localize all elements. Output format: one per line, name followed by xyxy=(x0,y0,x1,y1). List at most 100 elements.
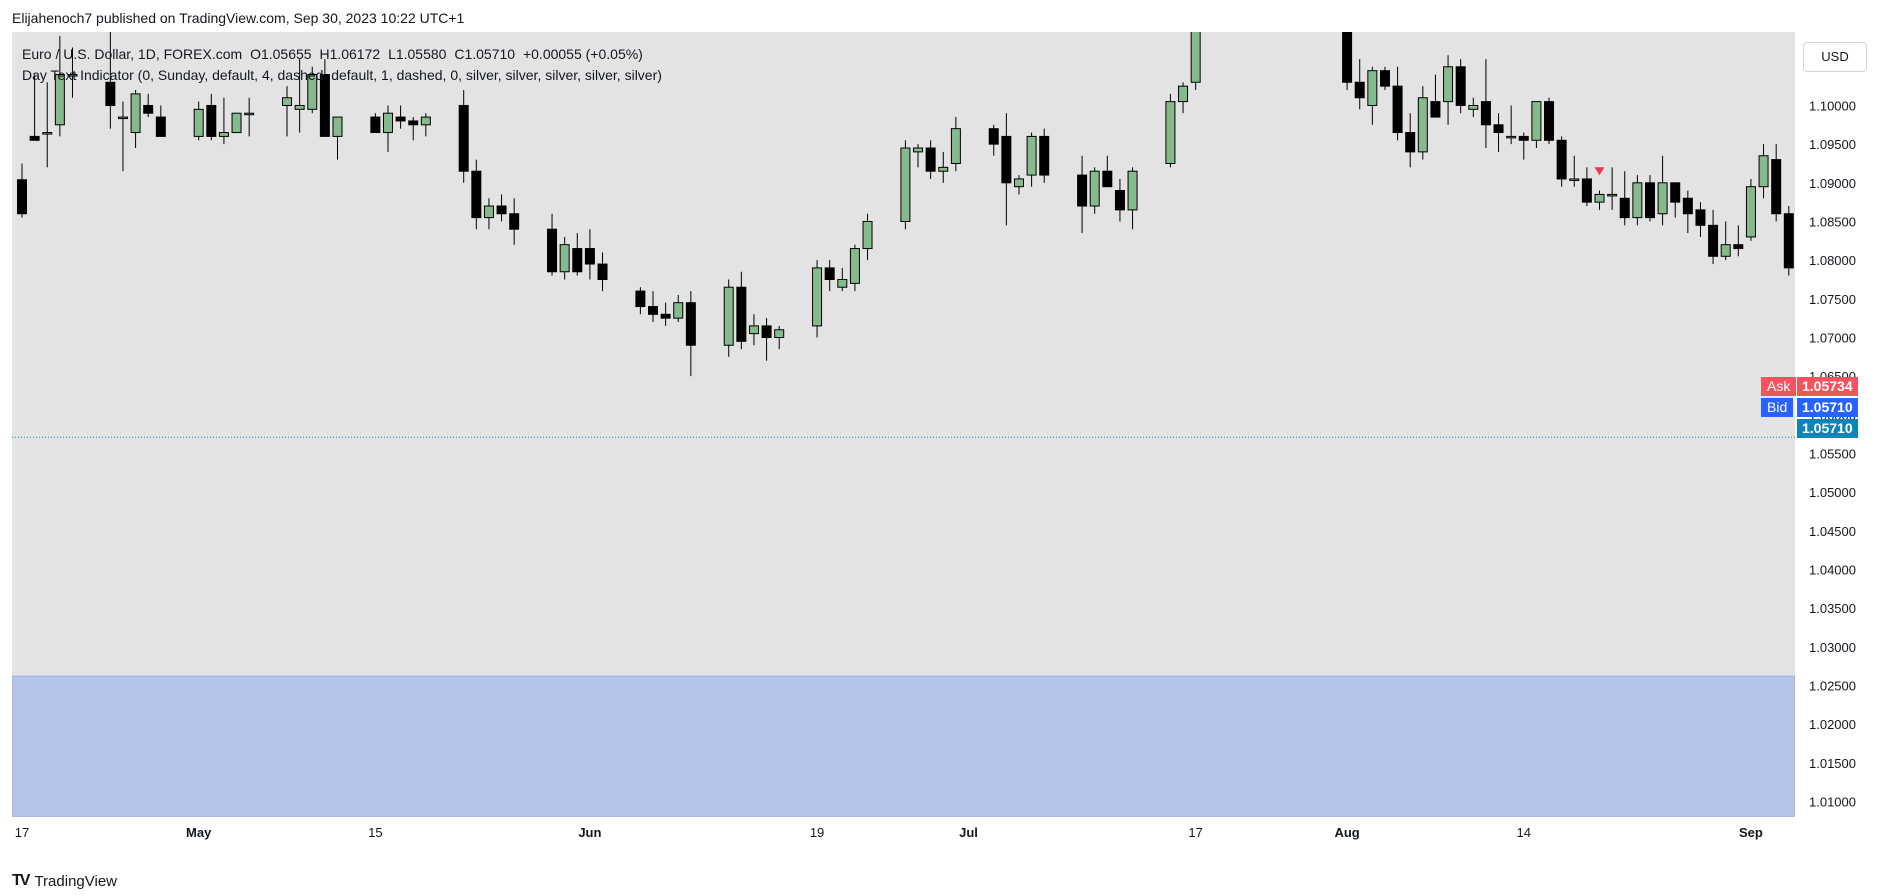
candle-body xyxy=(1178,85,1189,103)
candle xyxy=(1342,32,1353,91)
candle xyxy=(1632,175,1643,226)
candle xyxy=(849,244,860,292)
candle xyxy=(1127,167,1138,230)
candle-body xyxy=(231,112,242,134)
last-price-tag: 1.05710 xyxy=(1797,419,1858,438)
candle xyxy=(660,302,671,326)
y-tick-label: 1.07000 xyxy=(1809,330,1856,345)
candle-body xyxy=(748,325,759,335)
y-tick-label: 1.08500 xyxy=(1809,214,1856,229)
candle xyxy=(218,97,229,145)
legend-ohlc-row: Euro / U.S. Dollar, 1D, FOREX.com O1.056… xyxy=(22,44,662,65)
legend-open: O1.05655 xyxy=(250,46,312,62)
candle xyxy=(761,318,772,361)
candle xyxy=(54,35,65,137)
candle xyxy=(206,93,217,141)
candle xyxy=(812,260,823,338)
x-tick-label: Sep xyxy=(1739,825,1763,840)
candle-body xyxy=(1720,244,1731,257)
y-tick-label: 1.01500 xyxy=(1809,756,1856,771)
candle-body xyxy=(1632,182,1643,219)
candle xyxy=(496,194,507,222)
candle xyxy=(105,32,116,129)
candle xyxy=(42,82,53,168)
footer-brand[interactable]: TradingView xyxy=(34,872,117,890)
legend-symbol[interactable]: Euro / U.S. Dollar, 1D, FOREX.com xyxy=(22,46,243,62)
candle xyxy=(382,105,393,152)
candle-body xyxy=(42,132,53,135)
candle xyxy=(1102,155,1113,188)
candle-body xyxy=(105,81,116,106)
candle-body xyxy=(913,147,924,153)
candle xyxy=(319,59,330,137)
candle xyxy=(231,112,242,134)
currency-button[interactable]: USD xyxy=(1803,42,1867,72)
candle-body xyxy=(938,166,949,172)
candle-body xyxy=(774,329,785,338)
candle-body xyxy=(370,116,381,134)
candle-body xyxy=(1745,186,1756,238)
candle-body xyxy=(900,147,911,222)
candle-body xyxy=(117,116,128,120)
candle-body xyxy=(54,74,65,126)
candle xyxy=(748,314,759,346)
footer: TV TradingView xyxy=(12,872,117,890)
candle-body xyxy=(736,286,747,342)
candle-body xyxy=(420,116,431,126)
candle-body xyxy=(1733,244,1744,250)
legend-indicator[interactable]: Day Text Indicator (0, Sunday, default, … xyxy=(22,67,662,83)
candle xyxy=(584,229,595,280)
candle-body xyxy=(294,104,305,110)
candle xyxy=(307,66,318,114)
candle xyxy=(1354,59,1365,110)
candle xyxy=(509,198,520,245)
candle xyxy=(572,233,583,276)
chart-area[interactable]: 1.10000 1.09500 1.09000 1.08500 1.08000 1.075… xyxy=(12,32,1873,852)
y-tick-label: 1.01000 xyxy=(1809,795,1856,810)
tradingview-logo-icon[interactable]: TV xyxy=(12,872,31,889)
candle-body xyxy=(584,248,595,265)
candle xyxy=(1367,66,1378,125)
candle xyxy=(1405,113,1416,168)
candle-body xyxy=(685,302,696,346)
candle-body xyxy=(723,286,734,346)
candle xyxy=(1708,209,1719,265)
candle xyxy=(155,105,166,137)
legend-change: +0.00055 (+0.05%) xyxy=(522,46,643,62)
candle xyxy=(1506,105,1517,145)
candle xyxy=(1114,178,1125,222)
x-tick-label: 19 xyxy=(810,825,824,840)
candle-body xyxy=(1468,104,1479,110)
candle-body xyxy=(849,248,860,284)
candle xyxy=(193,101,204,141)
candle-body xyxy=(1480,101,1491,126)
candle xyxy=(1771,144,1782,222)
candle-body xyxy=(1077,174,1088,207)
candle-body xyxy=(1443,66,1454,103)
candle xyxy=(420,113,431,137)
y-tick-label: 1.07500 xyxy=(1809,292,1856,307)
candle-body xyxy=(496,205,507,215)
candle xyxy=(1758,144,1769,199)
publisher-line: Elijahenoch7 published on TradingView.co… xyxy=(12,10,465,26)
candle-body xyxy=(458,104,469,172)
candlestick-chart[interactable]: 1.10000 1.09500 1.09000 1.08500 1.08000 1.075… xyxy=(12,32,1873,852)
candle-body xyxy=(1392,85,1403,134)
demand-zone xyxy=(12,675,1796,818)
candle-body xyxy=(1026,135,1037,176)
candle xyxy=(1607,167,1618,210)
candle xyxy=(1531,101,1542,149)
candle xyxy=(143,93,154,118)
x-tick-label: Jun xyxy=(578,825,601,840)
y-tick-label: 1.09500 xyxy=(1809,137,1856,152)
candle xyxy=(1178,82,1189,114)
candle-body xyxy=(1556,139,1567,180)
bid-price-tag: 1.05710 xyxy=(1797,398,1858,417)
candle xyxy=(1039,128,1050,183)
candle xyxy=(547,213,558,276)
candle-body xyxy=(1581,178,1592,203)
x-tick-label: 15 xyxy=(368,825,382,840)
candle-body xyxy=(1417,97,1428,153)
candle xyxy=(559,236,570,280)
candle-body xyxy=(509,213,520,230)
